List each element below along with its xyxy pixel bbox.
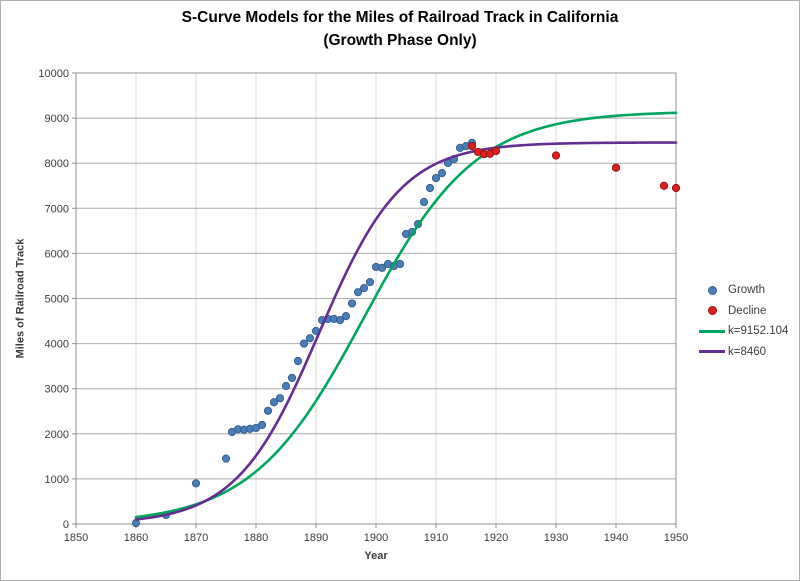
decline-point — [611, 163, 621, 172]
y-tick-label: 6000 — [45, 248, 69, 260]
x-axis-title: Year — [364, 550, 388, 562]
legend: Growth Decline k=9152.104 k=8460 — [698, 280, 798, 362]
legend-item-k8460: k=8460 — [698, 342, 798, 363]
growth-point — [353, 288, 363, 297]
legend-item-k9152.104: k=9152.104 — [698, 321, 798, 342]
chart-title: S-Curve Models for the Miles of Railroad… — [1, 6, 799, 52]
x-tick-label: 1880 — [244, 532, 268, 544]
legend-label: k=8460 — [728, 345, 767, 358]
decline-point — [491, 146, 501, 156]
growth-point — [299, 339, 309, 348]
growth-point — [425, 183, 435, 193]
growth-point — [275, 394, 285, 403]
x-tick-label: 1890 — [304, 532, 328, 544]
growth-point — [305, 334, 315, 343]
decline-point — [671, 183, 681, 193]
legend-item-growth: Growth — [698, 280, 798, 301]
x-tick-label: 1850 — [64, 532, 88, 544]
y-tick-label: 0 — [63, 519, 69, 531]
model-line-icon — [699, 329, 725, 333]
growth-point — [347, 299, 357, 308]
growth-point — [359, 284, 369, 293]
growth-point — [281, 381, 291, 391]
growth-point — [287, 373, 297, 382]
chart-title-line2: (Growth Phase Only) — [323, 32, 477, 49]
x-tick-label: 1930 — [544, 532, 568, 544]
growth-point — [269, 398, 279, 407]
model-curve-k8460 — [134, 141, 678, 521]
growth-point — [419, 197, 429, 207]
x-tick-label: 1910 — [424, 532, 448, 544]
decline-point — [467, 141, 477, 151]
growth-point — [437, 169, 447, 178]
growth-point — [191, 479, 201, 488]
growth-point — [365, 277, 375, 287]
legend-label: Growth — [728, 284, 766, 297]
growth-point — [341, 311, 351, 321]
legend-marker — [698, 329, 726, 333]
y-tick-label: 2000 — [45, 429, 69, 441]
growth-point — [377, 263, 387, 272]
growth-point — [257, 420, 267, 430]
y-tick-label: 10000 — [38, 68, 69, 80]
y-tick-label: 4000 — [45, 339, 69, 351]
y-tick-label: 3000 — [45, 384, 69, 396]
legend-marker — [698, 285, 726, 295]
legend-item-decline: Decline — [698, 301, 798, 322]
x-tick-label: 1920 — [484, 532, 508, 544]
growth-point — [431, 173, 441, 183]
x-tick-label: 1950 — [664, 532, 688, 544]
chart-title-line1: S-Curve Models for the Miles of Railroad… — [181, 9, 619, 26]
legend-marker — [698, 350, 726, 354]
legend-label: k=9152.104 — [728, 325, 789, 338]
growth-marker-icon — [707, 285, 717, 295]
decline-point — [551, 151, 561, 160]
growth-point — [263, 406, 273, 415]
x-tick-label: 1870 — [184, 532, 208, 544]
y-tick-label: 8000 — [45, 158, 69, 170]
growth-point — [221, 454, 231, 463]
y-tick-label: 5000 — [45, 294, 69, 306]
y-tick-label: 7000 — [45, 203, 69, 215]
decline-point — [659, 181, 669, 190]
x-tick-label: 1900 — [364, 532, 388, 544]
legend-label: Decline — [728, 304, 767, 317]
legend-marker — [698, 306, 726, 316]
x-tick-label: 1940 — [604, 532, 628, 544]
x-tick-label: 1860 — [124, 532, 148, 544]
growth-point — [395, 259, 405, 269]
y-tick-label: 1000 — [45, 474, 69, 486]
y-tick-label: 9000 — [45, 113, 69, 125]
model-line-icon — [699, 350, 725, 354]
decline-marker-icon — [707, 306, 717, 316]
model-curve-k9152.104 — [134, 111, 678, 519]
growth-point — [335, 316, 345, 325]
growth-point — [293, 356, 303, 366]
